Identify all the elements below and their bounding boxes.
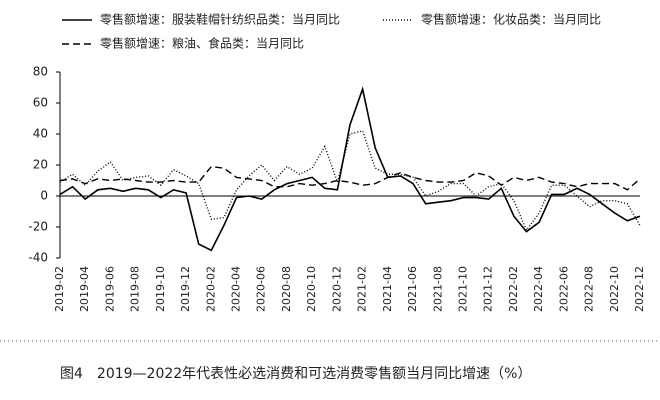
x-tick-label: 2021-08: [431, 266, 444, 312]
x-tick-label: 2019-04: [78, 266, 91, 312]
x-tick-label: 2020-02: [204, 266, 217, 312]
x-tick-label: 2022-12: [633, 266, 646, 312]
x-tick-label: 2021-10: [456, 266, 469, 312]
x-tick-label: 2020-08: [280, 266, 293, 312]
x-tick-label: 2019-08: [129, 266, 142, 312]
y-tick-label: 40: [33, 127, 48, 141]
x-tick-label: 2019-10: [154, 266, 167, 312]
series-line: [59, 86, 641, 252]
x-tick-label: 2020-12: [330, 266, 343, 312]
x-tick-label: 2022-10: [608, 266, 621, 312]
series-line: [59, 165, 641, 191]
x-tick-label: 2021-04: [381, 266, 394, 312]
x-tick-label: 2021-06: [406, 266, 419, 312]
x-tick-label: 2021-12: [482, 266, 495, 312]
x-tick-label: 2019-06: [103, 266, 116, 312]
x-tick-label: 2022-04: [532, 266, 545, 312]
y-tick-label: 0: [40, 189, 48, 203]
x-tick-label: 2021-02: [356, 266, 369, 312]
caption: 图4 2019—2022年代表性必选消费和可选消费零售额当月同比增速（%）: [60, 366, 531, 382]
x-tick-label: 2019-02: [53, 266, 66, 312]
y-tick-label: -20: [28, 220, 48, 234]
x-tick-label: 2019-12: [179, 266, 192, 312]
x-tick-label: 2022-06: [557, 266, 570, 312]
y-tick-label: 80: [33, 65, 48, 79]
legend-label: 零售额增速：服装鞋帽针纺织品类：当月同比: [100, 12, 340, 27]
legend-label: 零售额增速：粮油、食品类：当月同比: [100, 36, 304, 51]
x-tick-label: 2022-08: [583, 266, 596, 312]
series-line: [59, 130, 641, 232]
legend-label: 零售额增速：化妆品类：当月同比: [421, 12, 601, 27]
y-tick-label: 20: [33, 158, 48, 172]
x-tick-label: 2022-02: [507, 266, 520, 312]
x-tick-label: 2020-10: [305, 266, 318, 312]
x-tick-label: 2020-04: [230, 266, 243, 312]
y-tick-label: -40: [28, 251, 48, 265]
y-tick-label: 60: [33, 96, 48, 110]
x-tick-label: 2020-06: [255, 266, 268, 312]
